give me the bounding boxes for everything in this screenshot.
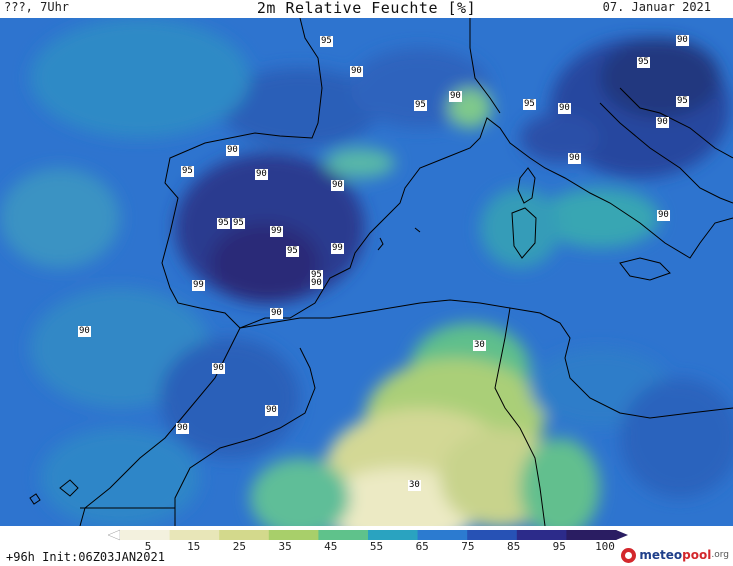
coastlines	[29, 18, 733, 526]
map-footer: 5 15 25 35 45 55 65 75 85 95 100 +96h Init:06Z03JA…	[0, 526, 733, 566]
forecast-date: 07. Januar 2021	[602, 0, 711, 14]
colorbar-cell	[417, 530, 468, 540]
contour-label: 90	[656, 117, 669, 128]
colorbar-tick-label: 35	[278, 540, 292, 553]
colorbar-tick-label: 75	[461, 540, 475, 553]
colorbar-tick-label: 95	[552, 540, 566, 553]
colorbar-cell	[120, 530, 171, 540]
contour-label: 90	[226, 145, 239, 156]
contour-label: 90	[176, 423, 189, 434]
logo-text-org: .org	[711, 550, 729, 560]
colorbar-cell	[219, 530, 270, 540]
contour-label: 90	[270, 308, 283, 319]
colorbar-cell	[467, 530, 518, 540]
contour-label: 90	[676, 35, 689, 46]
contour-label: 30	[473, 340, 486, 351]
colorbar-tick-label: 100	[595, 540, 615, 553]
contour-label: 90	[255, 169, 268, 180]
header-left-label: ???, 7Uhr	[4, 0, 70, 14]
contour-label: 95	[217, 218, 230, 229]
contour-label: 90	[331, 180, 344, 191]
meteopool-logo[interactable]: meteo pool .org	[621, 546, 729, 564]
colorbar-tick-label: 45	[324, 540, 338, 553]
map-title: 2m Relative Feuchte [%]	[256, 0, 477, 17]
colorbar-cell	[268, 530, 319, 540]
colorbar-tick-label: 5	[144, 540, 152, 553]
contour-label: 95	[310, 270, 323, 281]
contour-label: 90	[568, 153, 581, 164]
contour-label: 95	[414, 100, 427, 111]
map-header: ???, 7Uhr 2m Relative Feuchte [%] 07. Ja…	[0, 0, 733, 18]
contour-label: 90	[78, 326, 91, 337]
contour-label: 90	[265, 405, 278, 416]
colorbar-tick-label: 55	[369, 540, 384, 553]
colorbar-tick-label: 65	[415, 540, 429, 553]
contour-label: 95	[523, 99, 536, 110]
contour-label: 90	[212, 363, 225, 374]
logo-text-pool: pool	[682, 548, 712, 562]
colorbar-cell	[169, 530, 220, 540]
contour-label: 95	[320, 36, 333, 47]
contour-label: 99	[331, 243, 344, 254]
contour-label: 90	[657, 210, 670, 221]
contour-label: 95	[286, 246, 299, 257]
contour-label: 99	[270, 226, 283, 237]
contour-label: 95	[232, 218, 245, 229]
colorbar-cell	[318, 530, 369, 540]
contour-label: 90	[558, 103, 571, 114]
contour-label: 95	[637, 57, 650, 68]
colorbar-cell	[566, 530, 617, 540]
colorbar-cell	[516, 530, 567, 540]
colorbar-tick-label: 85	[506, 540, 521, 553]
contour-label: 30	[408, 480, 421, 491]
contour-label: 90	[310, 278, 323, 289]
meteopool-logo-icon	[621, 547, 637, 563]
contour-label: 95	[181, 166, 194, 177]
map-canvas	[0, 18, 733, 526]
colorbar-cell	[368, 530, 419, 540]
contour-label: 99	[192, 280, 205, 291]
colorbar-tick-label: 25	[232, 540, 247, 553]
logo-text-meteo: meteo	[639, 548, 683, 562]
contour-label: 90	[449, 91, 462, 102]
humidity-colorbar	[108, 529, 628, 541]
contour-label: 90	[350, 66, 363, 77]
contour-label: 95	[676, 96, 689, 107]
humidity-map: 95 90 95 90 95 90 90 95 95 90 90 90 95 90 90 95 95 99 99 95…	[0, 18, 733, 526]
colorbar-tick-label: 15	[187, 540, 201, 553]
model-run-info: +96h Init:06Z03JAN2021	[6, 550, 165, 564]
